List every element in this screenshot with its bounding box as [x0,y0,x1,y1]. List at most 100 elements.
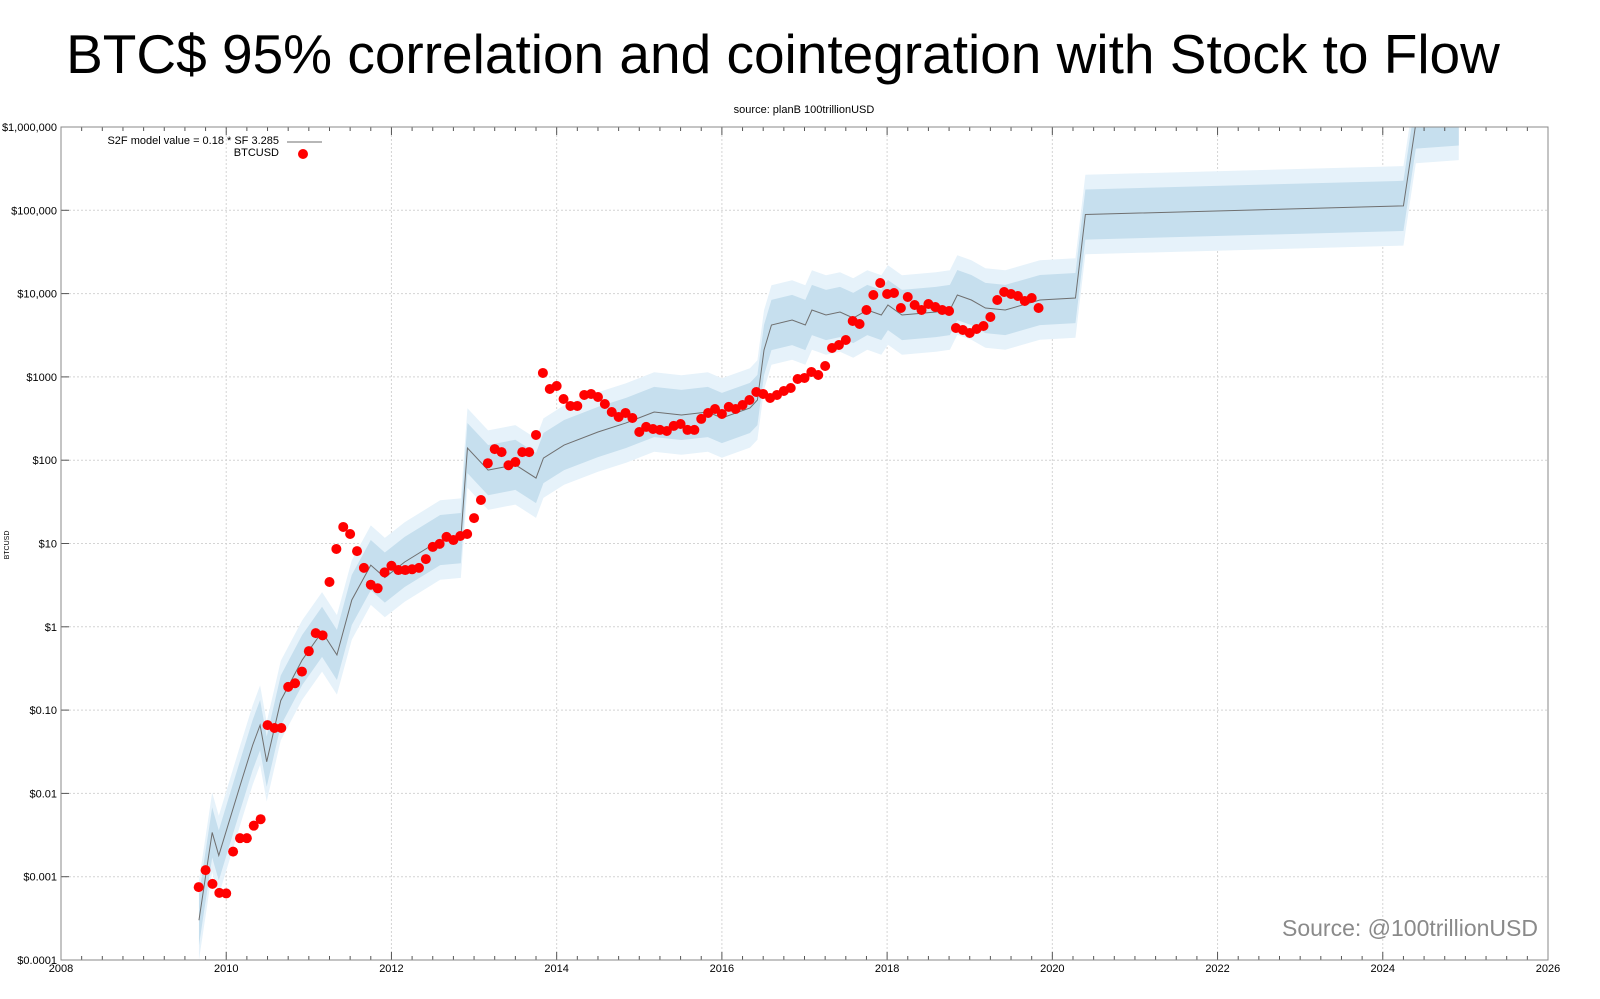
btc-price-point [888,288,899,299]
x-tick-label: 2010 [214,963,238,975]
btc-price-point [572,400,583,411]
btc-price-point [978,321,989,332]
btc-price-point [303,646,314,657]
btc-price-point [413,562,424,573]
btc-price-point [331,543,342,554]
btc-price-point [276,722,287,733]
btc-price-point [248,820,259,831]
btc-price-point [469,513,480,524]
y-tick-label: $100,000 [11,205,57,217]
btc-price-point [606,406,617,417]
btc-price-point [916,305,927,316]
btc-price-point [710,403,721,414]
btc-price-point [682,424,693,435]
y-axis-label: BTCUSD [4,531,11,560]
btc-price-point [833,340,844,351]
btc-price-point [634,427,645,438]
x-tick-label: 2012 [379,963,403,975]
btc-price-point [799,372,810,383]
x-tick-label: 2026 [1536,963,1560,975]
axes: 2008 2010 2012 2014 2016 2018 2020 2022 2024 2026… [2,122,1560,975]
y-tick-label: $0.001 [23,872,57,884]
btc-price-point [902,292,913,303]
x-tick-label: 2020 [1040,963,1064,975]
y-tick-label: $10,000 [17,289,57,301]
btc-price-point [228,846,239,857]
btc-price-point [854,319,865,330]
btc-price-point [689,424,700,435]
btc-price-point [241,833,252,844]
y-tick-label: $1 [45,622,57,634]
x-tick-label: 2008 [49,963,73,975]
btc-price-point [200,865,211,876]
btc-price-point [820,360,831,371]
model-bands [198,127,1459,960]
btc-price-point [627,413,638,424]
btc-price-point [620,407,631,418]
btc-price-point [345,529,356,540]
page-title: BTC$ 95% correlation and cointegration w… [66,23,1500,85]
btc-price-point [420,554,431,565]
btc-price-point [592,391,603,402]
x-tick-label: 2022 [1205,963,1229,975]
btc-price-point [944,306,955,317]
btc-price-point [1026,293,1037,304]
btc-price-point [193,882,204,893]
btc-price-point [482,458,493,469]
btc-price-point [565,400,576,411]
btc-price-point [393,565,404,576]
btc-price-point [875,278,886,289]
btc-price-point [675,419,686,430]
btc-price-point [909,300,920,311]
btc-price-point [269,722,280,733]
model-inner-band [198,127,1459,946]
btc-price-point [696,413,707,424]
btc-price-point [531,429,542,440]
btc-price-point [434,538,445,549]
btc-price-point [234,833,245,844]
btc-points [193,278,1044,899]
btc-price-point [895,303,906,314]
x-tick-label: 2014 [544,963,568,975]
watermark: Source: @100trillionUSD [1282,915,1538,941]
legend: S2F model value = 0.18 * SF 3.285 BTCUSD [107,135,322,159]
btc-price-point [744,395,755,406]
btc-price-point [861,305,872,316]
btc-price-point [372,583,383,594]
btc-price-point [317,630,328,641]
btc-price-point [813,369,824,380]
x-tick-label: 2018 [875,963,899,975]
btc-price-point [475,494,486,505]
btc-price-point [338,521,349,532]
btc-price-point [551,380,562,391]
y-tick-label: $10 [39,539,57,551]
btc-price-point [255,814,266,825]
btc-price-point [221,888,232,899]
btc-price-point [358,562,369,573]
legend-btc-swatch [298,149,308,159]
btc-price-point [599,398,610,409]
btc-price-point [992,295,1003,306]
btc-price-point [510,457,521,468]
btc-price-point [716,408,727,419]
y-tick-label: $1,000,000 [2,122,57,134]
btc-price-point [207,878,218,889]
btc-price-point [985,312,996,323]
btc-price-point [1033,303,1044,314]
btc-price-point [558,393,569,404]
btc-price-point [517,447,528,458]
legend-btc-label: BTCUSD [234,147,279,159]
btc-price-point [785,382,796,393]
btc-price-point [462,529,473,540]
btc-price-point [840,335,851,346]
plot-frame [60,126,1549,961]
y-tick-label: $1000 [26,372,57,384]
x-tick-label: 2024 [1371,963,1395,975]
y-tick-label: $100 [33,455,57,467]
grid [60,126,1549,961]
y-tick-label: $0.01 [29,788,57,800]
btc-price-point [1012,291,1023,302]
btc-price-point [737,399,748,410]
btc-price-point [290,678,301,689]
